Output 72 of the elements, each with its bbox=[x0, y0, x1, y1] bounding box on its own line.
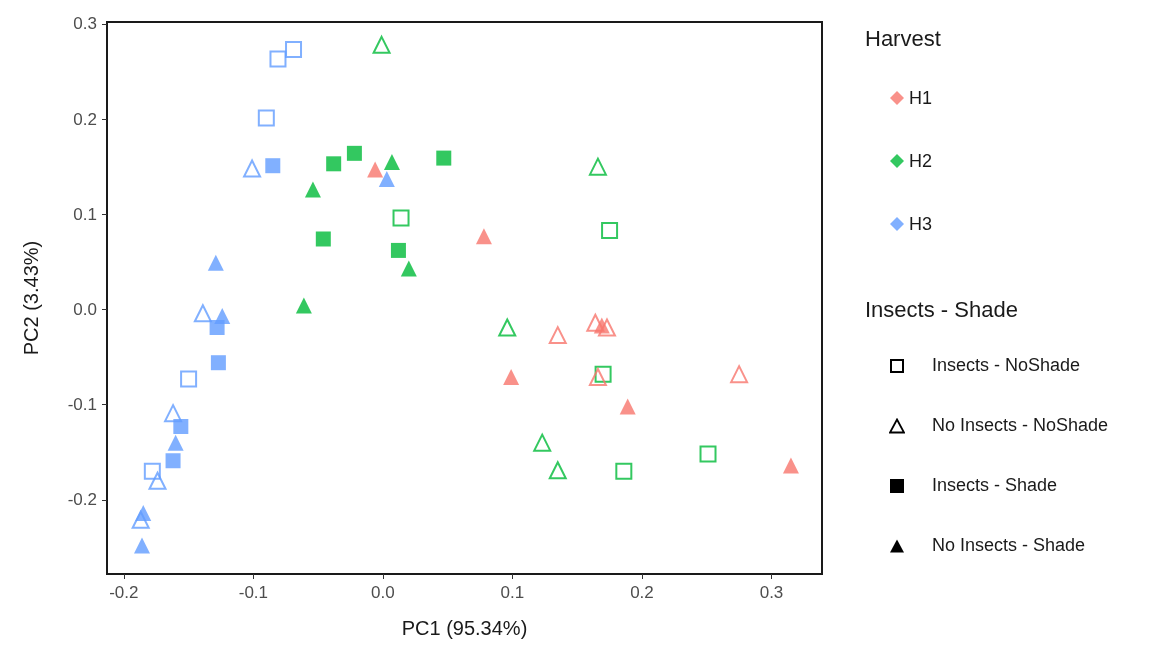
x-tick-label: 0.2 bbox=[630, 583, 654, 602]
point bbox=[164, 404, 183, 423]
point bbox=[173, 418, 189, 434]
x-tick-label: 0.0 bbox=[371, 583, 395, 602]
point bbox=[601, 221, 619, 239]
point bbox=[180, 370, 198, 388]
point bbox=[257, 109, 275, 127]
point bbox=[699, 445, 717, 463]
y-tick-label: -0.1 bbox=[67, 395, 97, 415]
x-axis-title: PC1 (95.34%) bbox=[401, 617, 528, 639]
point bbox=[597, 318, 616, 337]
point bbox=[390, 242, 406, 258]
point bbox=[269, 50, 287, 68]
point bbox=[588, 157, 607, 176]
text: Insects - Shade bbox=[865, 296, 1018, 322]
text: No Insects - Shade bbox=[932, 535, 1086, 555]
point bbox=[367, 161, 384, 178]
point bbox=[143, 462, 161, 480]
text: Insects - NoShade bbox=[932, 355, 1081, 375]
point bbox=[315, 231, 331, 247]
point bbox=[400, 260, 417, 277]
point bbox=[165, 453, 181, 469]
point bbox=[436, 150, 452, 166]
point bbox=[167, 434, 184, 451]
y-tick-label: 0.0 bbox=[73, 299, 97, 319]
x-tick-label: -0.1 bbox=[238, 583, 269, 602]
legend-label: H1 bbox=[909, 88, 933, 108]
text: Insects - Shade bbox=[932, 475, 1058, 495]
x-tick-label: -0.2 bbox=[109, 583, 139, 602]
point bbox=[503, 368, 520, 385]
point bbox=[346, 145, 362, 161]
point bbox=[135, 505, 152, 522]
point bbox=[304, 181, 321, 198]
point bbox=[285, 41, 303, 59]
y-tick-label: -0.2 bbox=[67, 490, 97, 510]
text: No Insects - NoShade bbox=[932, 415, 1109, 435]
y-axis-title: PC2 (3.43%) bbox=[20, 240, 42, 356]
point bbox=[133, 537, 150, 554]
point bbox=[148, 471, 167, 490]
point bbox=[131, 510, 150, 529]
point bbox=[372, 35, 391, 54]
point bbox=[619, 398, 636, 415]
point bbox=[383, 153, 400, 170]
y-tick-label: 0.1 bbox=[73, 204, 97, 224]
point bbox=[326, 156, 342, 172]
x-tick-label: 0.1 bbox=[500, 583, 525, 602]
point bbox=[243, 159, 262, 178]
point bbox=[615, 462, 633, 480]
point bbox=[498, 318, 517, 337]
point bbox=[295, 297, 312, 314]
point bbox=[533, 433, 552, 452]
point bbox=[475, 228, 492, 245]
legend-title: Harvest bbox=[865, 25, 941, 51]
y-tick-label: 0.2 bbox=[73, 109, 97, 129]
legend-label: H2 bbox=[909, 151, 933, 171]
point bbox=[392, 209, 410, 227]
point bbox=[730, 365, 749, 384]
point bbox=[782, 457, 799, 474]
point bbox=[378, 171, 395, 188]
point bbox=[588, 367, 607, 386]
legend-label: H3 bbox=[909, 214, 933, 234]
point bbox=[548, 461, 567, 480]
point bbox=[207, 254, 224, 271]
x-tick-label: 0.3 bbox=[759, 583, 784, 602]
y-tick-label: 0.3 bbox=[73, 14, 97, 34]
point bbox=[593, 317, 610, 334]
point bbox=[548, 326, 567, 345]
point bbox=[265, 158, 281, 174]
point bbox=[193, 304, 212, 323]
point bbox=[214, 308, 231, 325]
point bbox=[210, 355, 226, 371]
point bbox=[594, 365, 612, 383]
